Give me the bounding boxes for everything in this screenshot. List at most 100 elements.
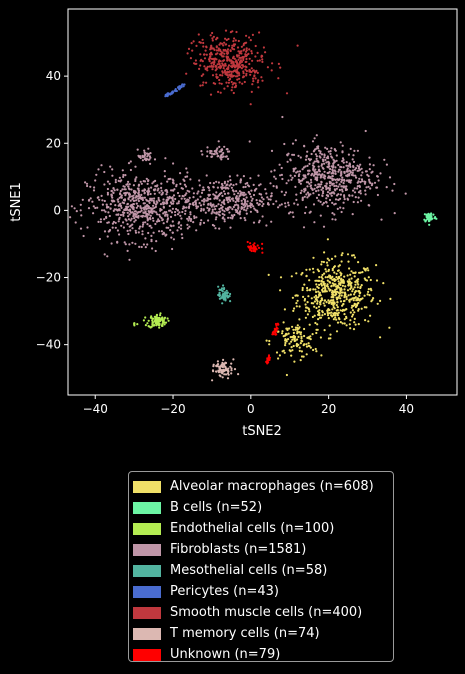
data-point xyxy=(271,62,274,65)
data-point xyxy=(303,297,307,301)
data-point xyxy=(154,222,157,226)
data-point xyxy=(202,208,205,211)
data-point xyxy=(212,363,215,366)
data-point xyxy=(159,209,162,212)
data-point xyxy=(355,304,359,307)
data-point xyxy=(171,199,174,202)
data-point xyxy=(234,84,238,87)
data-point xyxy=(244,200,247,203)
data-point xyxy=(175,185,178,188)
data-point xyxy=(316,302,319,305)
data-point xyxy=(275,333,278,336)
data-point xyxy=(100,209,104,212)
data-point xyxy=(334,314,337,317)
data-point xyxy=(180,217,183,220)
data-point xyxy=(163,323,166,326)
data-point xyxy=(222,370,225,373)
data-point xyxy=(356,149,359,152)
data-point xyxy=(206,146,209,149)
data-point xyxy=(221,55,224,58)
data-point xyxy=(315,350,318,353)
data-point xyxy=(201,153,204,156)
data-point xyxy=(195,229,198,232)
data-point xyxy=(332,266,336,269)
data-point xyxy=(226,377,230,380)
data-point xyxy=(317,160,320,163)
data-point xyxy=(227,367,230,370)
data-point xyxy=(257,174,260,177)
series-unknown xyxy=(246,240,280,365)
data-point xyxy=(341,190,344,193)
data-point xyxy=(111,174,114,177)
legend-swatch xyxy=(133,564,161,577)
data-point xyxy=(294,294,297,297)
data-point xyxy=(254,77,257,80)
data-point xyxy=(317,183,320,186)
data-point xyxy=(337,198,340,201)
data-point xyxy=(158,219,161,223)
data-point xyxy=(264,188,267,191)
data-point xyxy=(245,34,248,37)
data-point xyxy=(137,189,140,192)
data-point xyxy=(167,226,170,229)
data-point xyxy=(353,149,356,152)
data-point xyxy=(365,279,369,282)
data-point xyxy=(330,191,333,195)
data-point xyxy=(287,332,290,335)
data-point xyxy=(318,283,321,286)
data-point xyxy=(215,73,218,76)
data-point xyxy=(254,55,257,58)
data-point xyxy=(305,345,309,348)
data-point xyxy=(326,257,329,260)
data-point xyxy=(221,184,224,187)
data-point xyxy=(234,200,237,204)
data-point xyxy=(428,223,431,226)
data-point xyxy=(127,180,130,183)
data-point xyxy=(318,314,321,317)
data-point xyxy=(321,203,324,206)
data-point xyxy=(298,349,301,352)
data-point xyxy=(227,373,230,376)
data-point xyxy=(232,199,235,202)
data-point xyxy=(122,198,125,202)
data-point xyxy=(205,81,208,84)
data-point xyxy=(360,284,363,287)
data-point xyxy=(315,157,318,160)
data-point xyxy=(211,208,214,211)
data-point xyxy=(107,211,110,214)
data-point xyxy=(325,270,328,273)
data-point xyxy=(334,316,337,319)
data-point xyxy=(349,273,352,276)
data-point xyxy=(328,192,332,195)
data-point xyxy=(186,217,189,220)
data-point xyxy=(98,237,101,241)
data-point xyxy=(317,145,320,148)
data-point xyxy=(162,205,165,208)
data-point xyxy=(321,186,324,189)
data-point xyxy=(261,58,264,61)
data-point xyxy=(86,184,89,188)
data-point xyxy=(341,176,344,179)
data-point xyxy=(146,182,149,185)
data-point xyxy=(380,218,383,221)
data-point xyxy=(139,225,142,228)
legend-item-b-cells: B cells (n=52) xyxy=(133,497,393,518)
data-point xyxy=(280,203,283,206)
data-point xyxy=(165,193,168,196)
data-point xyxy=(113,208,116,211)
data-point xyxy=(177,202,180,205)
data-point xyxy=(353,293,356,296)
data-point xyxy=(257,79,260,82)
y-tick-label: 20 xyxy=(46,136,61,150)
data-point xyxy=(323,290,327,293)
data-point xyxy=(369,187,372,190)
data-point xyxy=(355,176,358,179)
data-point xyxy=(137,184,140,187)
data-point xyxy=(220,82,223,85)
data-point xyxy=(185,201,188,204)
y-tick-label: 0 xyxy=(53,203,61,217)
data-point xyxy=(345,324,348,327)
data-point xyxy=(367,269,370,272)
data-point xyxy=(273,327,276,330)
data-point xyxy=(220,364,223,368)
